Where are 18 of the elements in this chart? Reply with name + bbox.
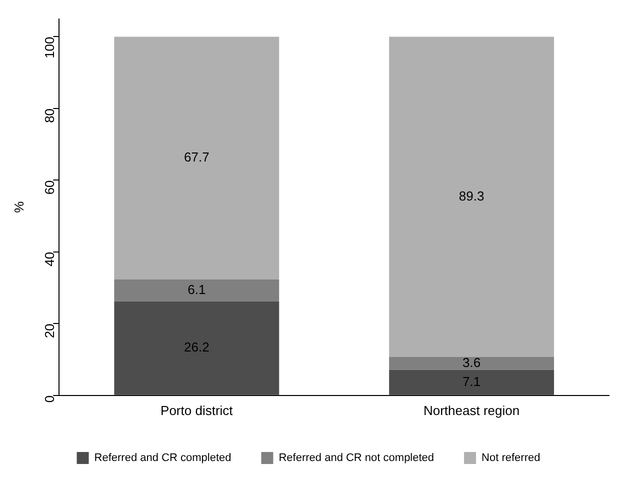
y-tick-label: 40 xyxy=(42,252,57,266)
y-tick-label: 20 xyxy=(42,324,57,338)
data-label: 67.7 xyxy=(184,150,210,165)
y-tick-label: 60 xyxy=(42,180,57,195)
data-label: 6.1 xyxy=(188,282,206,298)
data-label: 89.3 xyxy=(458,188,484,204)
data-label: 7.1 xyxy=(462,374,481,389)
y-tick-label: 80 xyxy=(42,108,57,123)
y-tick-label: 100 xyxy=(42,36,57,58)
data-label: 26.2 xyxy=(184,340,210,355)
x-tick-label: Porto district xyxy=(160,402,234,418)
legend-label: Referred and CR not completed xyxy=(278,452,434,464)
data-label: 3.6 xyxy=(462,355,481,370)
y-tick-label: 0 xyxy=(42,395,57,403)
legend-label: Referred and CR completed xyxy=(94,452,232,464)
y-axis-title: % xyxy=(11,200,26,213)
legend-label: Not referred xyxy=(482,452,540,464)
x-tick-label: Northeast region xyxy=(423,402,520,418)
